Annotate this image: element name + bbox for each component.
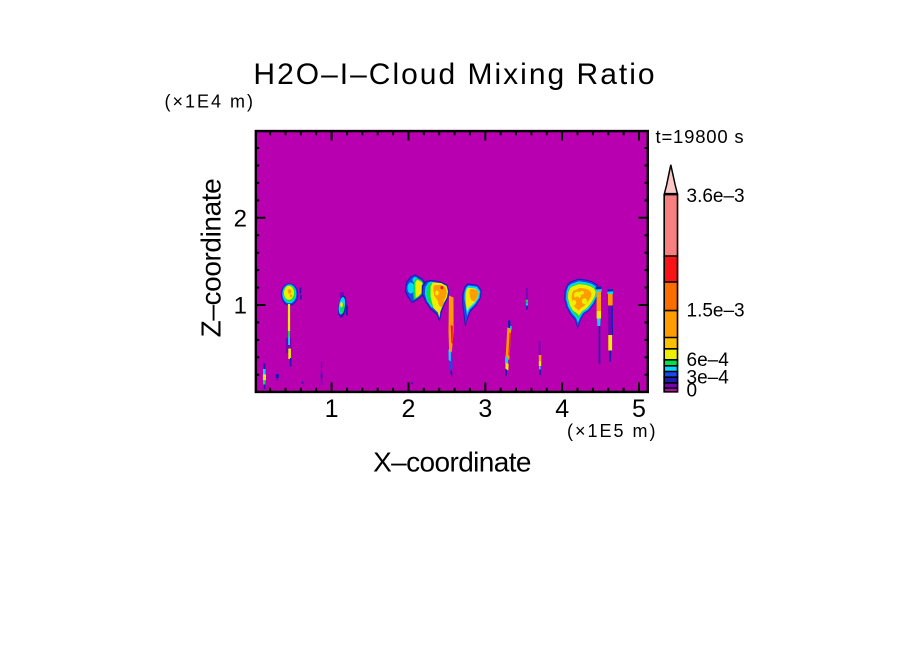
svg-text:X–coordinate: X–coordinate bbox=[373, 447, 531, 478]
svg-text:t=19800 s: t=19800 s bbox=[656, 126, 745, 147]
svg-text:3.6e–3: 3.6e–3 bbox=[687, 186, 745, 207]
svg-text:H2O–I–Cloud Mixing Ratio: H2O–I–Cloud Mixing Ratio bbox=[253, 58, 656, 91]
svg-text:1.5e–3: 1.5e–3 bbox=[687, 301, 745, 322]
svg-text:2: 2 bbox=[234, 205, 247, 232]
svg-text:(×1E4 m): (×1E4 m) bbox=[165, 92, 256, 112]
svg-text:4: 4 bbox=[555, 395, 569, 423]
svg-text:6e–4: 6e–4 bbox=[687, 350, 730, 371]
svg-text:3: 3 bbox=[478, 395, 492, 423]
svg-text:0: 0 bbox=[687, 380, 698, 401]
svg-text:2: 2 bbox=[401, 395, 415, 423]
svg-text:1: 1 bbox=[234, 292, 247, 319]
svg-text:(×1E5 m): (×1E5 m) bbox=[567, 421, 658, 441]
svg-text:5: 5 bbox=[632, 395, 646, 423]
svg-text:Z–coordinate: Z–coordinate bbox=[196, 179, 227, 338]
svg-text:1: 1 bbox=[325, 395, 339, 423]
svg-text:3e–4: 3e–4 bbox=[687, 367, 730, 388]
